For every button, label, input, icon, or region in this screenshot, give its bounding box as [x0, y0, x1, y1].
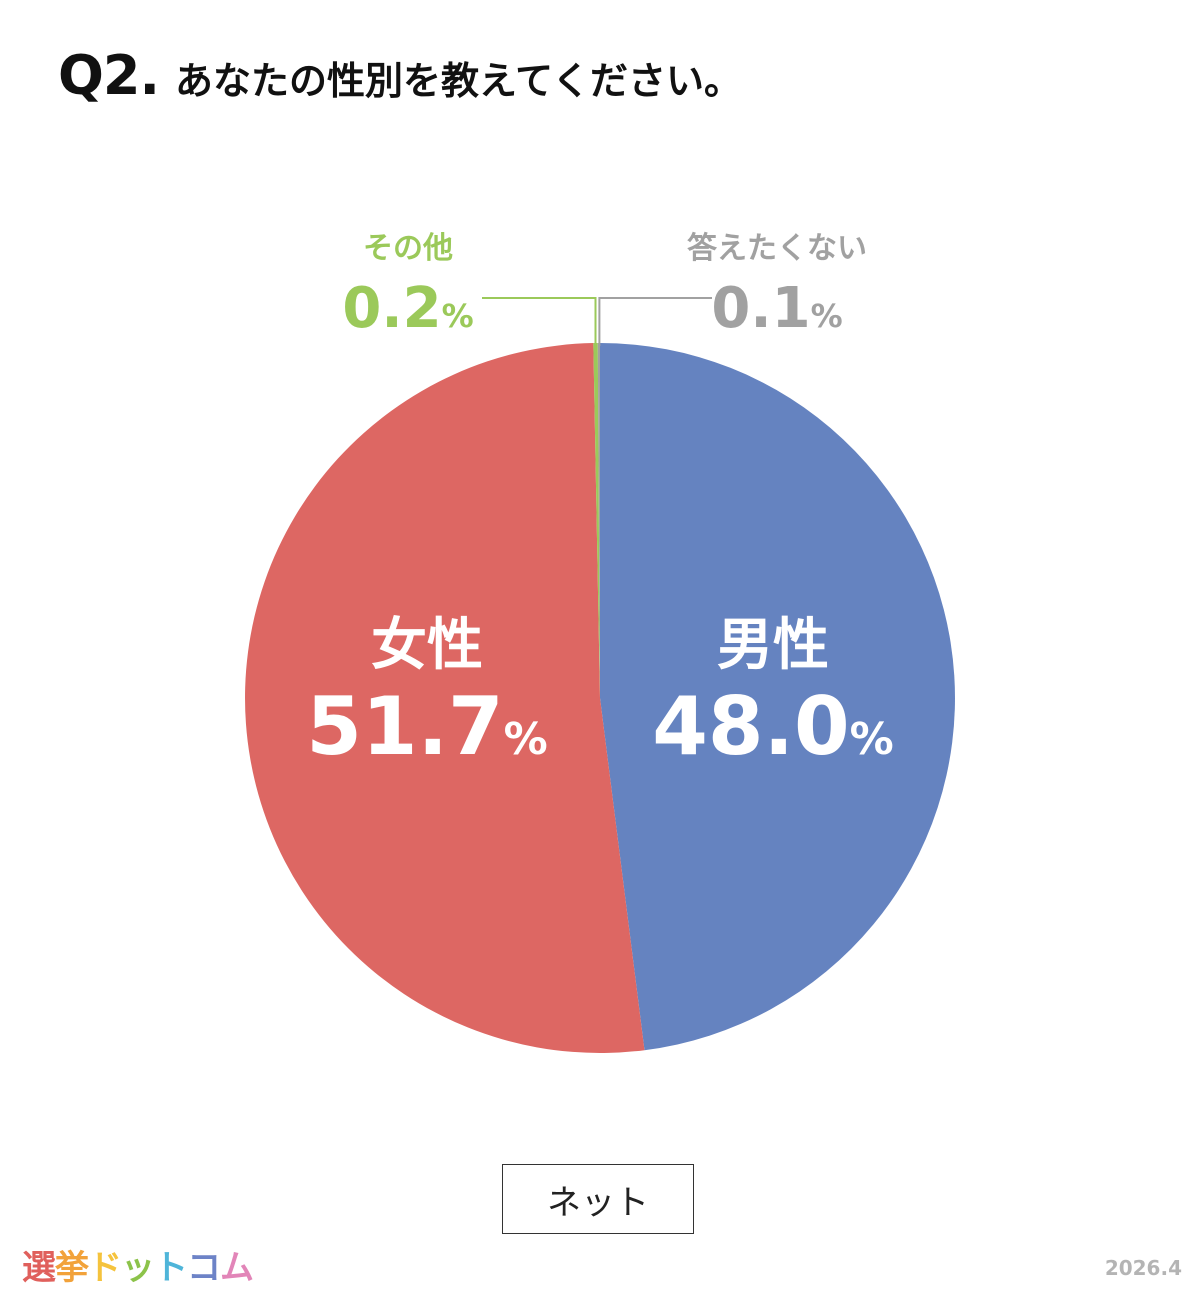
- chart-title: Q2. あなたの性別を教えてください。: [58, 44, 742, 107]
- slice-label-male: 男性: [717, 613, 829, 678]
- logo-char: ト: [154, 1248, 188, 1288]
- slice-value-other: 0.2%: [342, 276, 473, 341]
- leader-line-no-answer: [598, 297, 712, 346]
- slice-value-no-answer: 0.1%: [711, 276, 842, 341]
- pie-slice-male: [600, 343, 955, 1051]
- publication-date: 2026.4: [1104, 1256, 1182, 1280]
- source-label-box: ネット: [502, 1164, 694, 1234]
- logo-char: ド: [88, 1248, 122, 1288]
- pie-slice-female: [245, 343, 645, 1053]
- slice-label-no-answer: 答えたくない: [687, 231, 867, 266]
- leader-line-other: [482, 297, 597, 346]
- logo-char: ッ: [121, 1248, 155, 1288]
- source-label: ネット: [547, 1182, 649, 1223]
- slice-value-female: 51.7%: [306, 680, 547, 773]
- slice-value-male: 48.0%: [652, 680, 893, 773]
- logo-char: コ: [187, 1248, 221, 1288]
- question-number: Q2.: [58, 44, 160, 107]
- site-logo: 選挙ドットコム: [22, 1240, 254, 1289]
- question-text: あなたの性別を教えてください。: [175, 59, 742, 103]
- slice-label-other: その他: [363, 231, 453, 266]
- logo-char: ム: [220, 1248, 254, 1288]
- pie-slice-no-answer: [597, 343, 600, 698]
- logo-char: 挙: [55, 1248, 89, 1288]
- logo-char: 選: [22, 1248, 56, 1288]
- slice-label-female: 女性: [371, 613, 483, 678]
